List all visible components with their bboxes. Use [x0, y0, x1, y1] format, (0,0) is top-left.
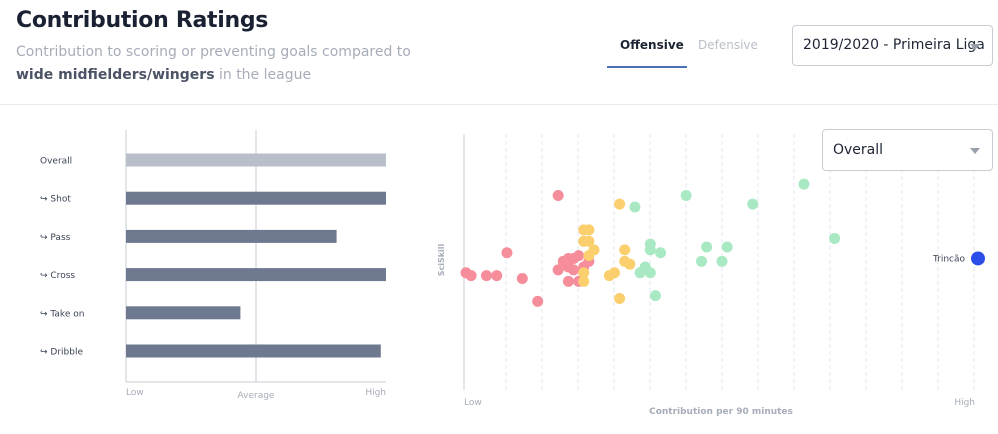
- highlight-point: [971, 251, 985, 266]
- highlight-point-label: Trincão: [932, 254, 966, 264]
- scatter-point: [516, 272, 528, 284]
- bar-3: [126, 268, 386, 282]
- scatter-point: [573, 250, 585, 262]
- scatter-point: [644, 267, 656, 279]
- bar-category-labels: Overall ↪ Shot ↪ Pass ↪ Cross ↪ Take on ↪ Dri…: [40, 157, 84, 358]
- scatter-point: [552, 190, 564, 202]
- tab-offensive[interactable]: Offensive: [620, 38, 684, 52]
- bar-4: [126, 306, 241, 320]
- scatter-point: [608, 267, 620, 279]
- bar-1: [126, 191, 386, 205]
- scatter-point: [798, 178, 810, 190]
- scatter-point: [619, 244, 631, 256]
- bar-chart: Overall ↪ Shot ↪ Pass ↪ Cross ↪ Take on ↪ Dri…: [40, 130, 386, 401]
- scatter-point: [491, 270, 503, 282]
- scatter-chart: SciSkill Trincão Low High Contribution p…: [437, 134, 985, 417]
- scatter-point: [829, 232, 841, 244]
- bar-x-tick-average: Average: [238, 391, 275, 401]
- subtitle-suffix: in the league: [214, 67, 312, 83]
- tab-defensive[interactable]: Defensive: [698, 38, 758, 52]
- scatter-point: [747, 198, 759, 210]
- chevron-down-icon: [970, 148, 980, 154]
- scatter-point: [629, 201, 641, 213]
- scatter-point: [655, 247, 667, 259]
- scatter-point: [583, 235, 595, 247]
- season-select-value: 2019/2020 - Primeira Liga: [803, 37, 985, 53]
- scatter-point: [644, 244, 656, 256]
- scatter-point: [716, 255, 728, 267]
- bar-label: ↪ Shot: [40, 195, 71, 205]
- scatter-point: [614, 198, 626, 210]
- scatter-point: [701, 241, 713, 253]
- metric-select-value: Overall: [833, 142, 884, 158]
- scatter-x-tick-high: High: [954, 398, 975, 408]
- bar-label: ↪ Pass: [40, 233, 71, 243]
- scatter-point: [721, 241, 733, 253]
- scatter-point: [552, 264, 564, 276]
- scatter-point: [583, 250, 595, 262]
- scatter-point: [680, 190, 692, 202]
- subtitle-text: Contribution to scoring or preventing go…: [16, 44, 411, 60]
- scatter-point: [568, 264, 580, 276]
- scatter-point: [649, 290, 661, 302]
- page-title: Contribution Ratings: [16, 8, 269, 33]
- metric-select[interactable]: Overall: [822, 129, 993, 171]
- scatter-point: [634, 267, 646, 279]
- scatter-x-label: Contribution per 90 minutes: [649, 407, 793, 417]
- scatter-x-tick-low: Low: [464, 398, 482, 408]
- scatter-point: [696, 255, 708, 267]
- bar-series: [126, 153, 386, 358]
- scatter-point: [624, 258, 636, 270]
- bar-label: ↪ Cross: [40, 271, 75, 281]
- scatter-points: Trincão: [460, 178, 985, 307]
- scatter-point: [578, 267, 590, 279]
- bar-label: Overall: [40, 157, 72, 167]
- bar-label: ↪ Dribble: [40, 348, 83, 358]
- scatter-point: [562, 275, 574, 287]
- chevron-down-icon: [970, 44, 980, 50]
- bar-label: ↪ Take on: [40, 309, 84, 319]
- scatter-point: [480, 270, 492, 282]
- subtitle-position: wide midfielders/wingers: [16, 67, 215, 83]
- bar-5: [126, 344, 381, 358]
- bar-x-tick-high: High: [365, 388, 386, 398]
- scatter-point: [465, 270, 477, 282]
- season-select[interactable]: 2019/2020 - Primeira Liga: [792, 25, 993, 66]
- scatter-point: [614, 293, 626, 304]
- bar-2: [126, 229, 337, 243]
- bar-0: [126, 153, 386, 167]
- scatter-point: [583, 224, 595, 236]
- header: Contribution Ratings Contribution to sco…: [0, 0, 998, 105]
- bar-x-tick-low: Low: [126, 388, 144, 398]
- active-tab-indicator: [607, 66, 687, 68]
- scatter-point: [532, 295, 544, 307]
- scatter-y-label: SciSkill: [437, 243, 446, 276]
- scatter-point: [501, 247, 513, 259]
- scatter-point: [578, 275, 590, 287]
- page-subtitle: Contribution to scoring or preventing go…: [16, 41, 416, 87]
